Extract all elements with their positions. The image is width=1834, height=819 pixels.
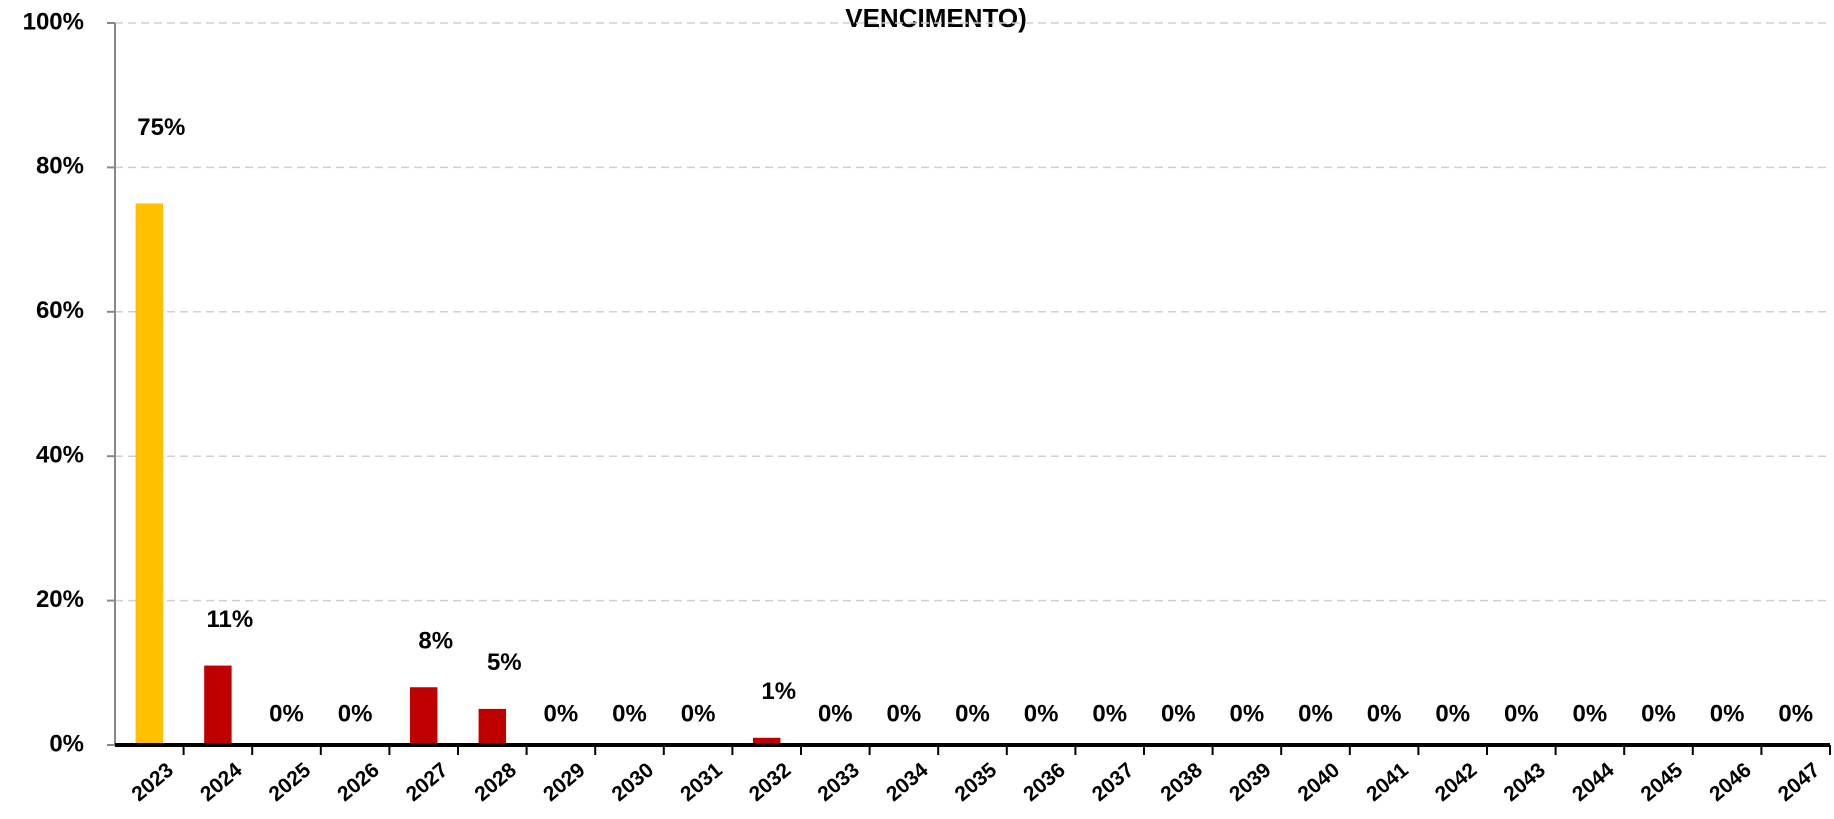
x-tick-label: 2033	[813, 758, 864, 806]
x-tick-label: 2039	[1225, 758, 1276, 806]
y-tick-label: 60%	[36, 297, 84, 324]
value-label: 0%	[1573, 700, 1608, 727]
value-label: 0%	[955, 700, 990, 727]
x-tick-label: 2025	[265, 758, 316, 806]
x-tick-label: 2030	[608, 758, 659, 806]
x-tick-label: 2032	[745, 758, 796, 806]
value-label: 0%	[612, 700, 647, 727]
x-tick-label: 2037	[1088, 758, 1139, 806]
bar	[478, 708, 507, 745]
value-label: 0%	[1778, 700, 1813, 727]
value-label: 0%	[887, 700, 922, 727]
x-tick-label: 2045	[1637, 758, 1688, 806]
value-label: 0%	[544, 700, 579, 727]
x-tick-label: 2044	[1568, 758, 1619, 806]
value-label: 0%	[681, 700, 716, 727]
x-tick-label: 2042	[1431, 758, 1482, 806]
y-tick-label: 80%	[36, 153, 84, 180]
x-tick-label: 2034	[882, 758, 933, 806]
bar	[135, 203, 164, 745]
value-label: 0%	[1435, 700, 1470, 727]
value-label: 0%	[338, 700, 373, 727]
y-tick-label: 40%	[36, 442, 84, 469]
x-tick-label: 2043	[1499, 758, 1550, 806]
x-tick-label: 2046	[1705, 758, 1756, 806]
value-label: 11%	[207, 606, 254, 633]
x-tick-label: 2038	[1156, 758, 1207, 806]
value-label: 8%	[418, 628, 453, 655]
x-tick-label: 2047	[1774, 758, 1825, 806]
value-label: 0%	[1298, 700, 1333, 727]
value-label: 0%	[269, 700, 304, 727]
value-label: 0%	[818, 700, 853, 727]
value-label: 0%	[1504, 700, 1539, 727]
y-tick-label: 20%	[36, 586, 84, 613]
bar	[752, 737, 781, 745]
x-tick-label: 2024	[196, 758, 247, 806]
x-tick-label: 2036	[1019, 758, 1070, 806]
value-label: 0%	[1092, 700, 1127, 727]
y-tick-label: 100%	[23, 8, 84, 35]
x-tick-label: 2029	[539, 758, 590, 806]
value-label: 0%	[1161, 700, 1196, 727]
x-tick-label: 2040	[1294, 758, 1345, 806]
value-label: 0%	[1710, 700, 1745, 727]
x-tick-label: 2041	[1362, 758, 1413, 806]
x-tick-label: 2035	[951, 758, 1002, 806]
value-label: 75%	[137, 114, 185, 141]
bar	[409, 687, 438, 745]
x-tick-label: 2023	[127, 758, 178, 806]
x-tick-label: 2027	[402, 758, 453, 806]
value-label: 0%	[1230, 700, 1265, 727]
value-label: 0%	[1641, 700, 1676, 727]
value-label: 1%	[761, 678, 796, 705]
bar	[204, 665, 232, 745]
y-tick-label: 0%	[49, 730, 84, 757]
value-label: 0%	[1367, 700, 1402, 727]
chart-title: VENCIMENTO)	[845, 3, 1027, 33]
x-tick-label: 2026	[333, 758, 384, 806]
x-tick-label: 2028	[470, 758, 521, 806]
x-tick-label: 2031	[676, 758, 727, 806]
value-label: 5%	[487, 649, 522, 676]
value-label: 0%	[1024, 700, 1059, 727]
